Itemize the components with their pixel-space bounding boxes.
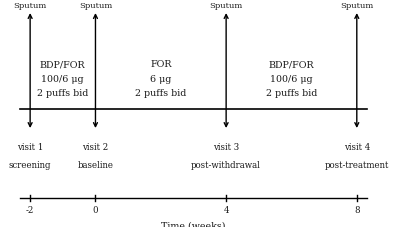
Text: 8: 8	[354, 205, 360, 214]
Text: 100/6 μg: 100/6 μg	[42, 74, 84, 84]
Text: BDP/FOR: BDP/FOR	[40, 60, 86, 69]
Text: visit 2: visit 2	[82, 142, 108, 151]
Text: 6 μg: 6 μg	[150, 74, 172, 84]
Text: 2 puffs bid: 2 puffs bid	[266, 89, 317, 98]
Text: visit 1: visit 1	[17, 142, 43, 151]
Text: baseline: baseline	[78, 160, 114, 169]
Text: 2 puffs bid: 2 puffs bid	[135, 89, 186, 98]
Text: -2: -2	[26, 205, 34, 214]
Text: 2 puffs bid: 2 puffs bid	[37, 89, 88, 98]
Text: 4: 4	[223, 205, 229, 214]
Text: Sputum: Sputum	[340, 2, 374, 10]
Text: visit 4: visit 4	[344, 142, 370, 151]
Text: Sputum: Sputum	[14, 2, 47, 10]
Text: post-treatment: post-treatment	[325, 160, 389, 169]
Text: Time (weeks): Time (weeks)	[161, 220, 226, 227]
Text: Sputum: Sputum	[210, 2, 243, 10]
Text: screening: screening	[9, 160, 51, 169]
Text: FOR: FOR	[150, 60, 172, 69]
Text: 100/6 μg: 100/6 μg	[270, 74, 313, 84]
Text: 0: 0	[93, 205, 98, 214]
Text: post-withdrawal: post-withdrawal	[191, 160, 261, 169]
Text: BDP/FOR: BDP/FOR	[269, 60, 314, 69]
Text: visit 3: visit 3	[213, 142, 239, 151]
Text: Sputum: Sputum	[79, 2, 112, 10]
